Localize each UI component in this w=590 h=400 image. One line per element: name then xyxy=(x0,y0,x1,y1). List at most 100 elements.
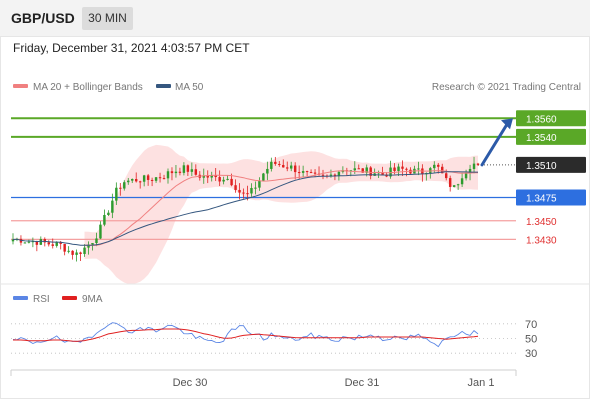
candle-body xyxy=(226,178,229,180)
candle-body xyxy=(381,172,384,175)
candle-body xyxy=(289,165,293,169)
legend-swatch-rsi-ma xyxy=(62,296,77,300)
candle-body xyxy=(444,173,448,179)
rsi-ma-line xyxy=(13,328,479,342)
legend-swatch-ma50 xyxy=(156,84,171,88)
candle-body xyxy=(119,187,122,189)
candle-body xyxy=(270,161,273,169)
candle-body xyxy=(218,177,221,182)
candle-body xyxy=(134,179,138,182)
level-label-resistance-0: 1.3560 xyxy=(526,114,557,125)
level-labels: 1.3560 1.3540 1.3510 1.3475 1.3450 1.3430 xyxy=(516,110,586,246)
candle-body xyxy=(278,163,281,165)
candle-body xyxy=(123,182,126,189)
source-credit: Research © 2021 Trading Central xyxy=(432,82,581,93)
level-label-box-0 xyxy=(516,110,586,127)
x-tick-label-dec31: Dec 31 xyxy=(345,377,380,389)
timeframe-badge[interactable]: 30 MIN xyxy=(82,7,133,30)
candle-body xyxy=(111,200,114,213)
candle-body xyxy=(87,244,90,248)
candle-body xyxy=(441,166,444,174)
candle-body xyxy=(313,172,317,174)
candle-body xyxy=(301,171,305,173)
ma20-line xyxy=(84,170,478,246)
candle-body xyxy=(242,192,245,194)
candle-body xyxy=(79,252,82,254)
candle-body xyxy=(254,187,257,189)
candle-body xyxy=(238,189,241,193)
candle-body xyxy=(230,178,233,186)
candle-body xyxy=(146,175,150,180)
candle-body xyxy=(250,187,253,194)
x-tick-label-jan1: Jan 1 xyxy=(468,377,495,389)
candle-body xyxy=(174,171,178,174)
level-lines xyxy=(11,117,516,240)
candle-body xyxy=(369,167,372,176)
candle-body xyxy=(222,179,225,182)
candle-body xyxy=(210,175,213,178)
rsi-tick-label-50: 50 xyxy=(525,334,537,346)
level-label-pivot-3: 1.3475 xyxy=(526,193,557,204)
candle-body xyxy=(456,184,460,186)
level-label-box-3 xyxy=(516,189,586,206)
candle-body xyxy=(297,172,301,174)
candle-body xyxy=(337,171,341,177)
candle-body xyxy=(31,241,35,243)
candle-body xyxy=(166,171,170,179)
candle-body xyxy=(150,179,154,181)
candle-body xyxy=(138,181,142,183)
x-tick-label-dec30: Dec 30 xyxy=(173,377,208,389)
candle-body xyxy=(365,167,368,173)
level-label-support-5: 1.3430 xyxy=(526,235,557,246)
bollinger-band-area xyxy=(84,144,478,284)
last-price-label-box xyxy=(516,156,586,173)
legend-ma20-label: MA 20 + Bollinger Bands xyxy=(33,82,143,93)
forecast-arrow-head xyxy=(501,118,513,130)
bollinger-bands xyxy=(84,144,478,284)
candle-body xyxy=(234,185,237,190)
candle-body xyxy=(99,224,102,239)
rsi-tick-label-70: 70 xyxy=(525,319,537,331)
level-label-support-4: 1.3450 xyxy=(526,217,557,228)
candle-body xyxy=(127,180,130,183)
candle-body xyxy=(214,175,217,178)
candle-body xyxy=(43,239,47,243)
candle-body xyxy=(452,185,456,187)
candle-body xyxy=(472,163,476,169)
candle-body xyxy=(95,238,98,244)
candle-body xyxy=(246,193,249,195)
instrument-symbol: GBP/USD xyxy=(11,10,75,26)
candle-body xyxy=(333,174,337,177)
candle-body xyxy=(464,173,468,179)
candle-body xyxy=(460,178,464,185)
forecast-arrow-shaft xyxy=(480,122,509,167)
candle-body xyxy=(329,174,333,176)
candle-body xyxy=(162,178,166,180)
candle-body xyxy=(63,243,66,252)
candle-body xyxy=(59,242,62,244)
candle-body xyxy=(178,171,182,173)
legend-swatch-rsi xyxy=(13,296,28,300)
candle-body xyxy=(389,167,392,177)
candle-body xyxy=(103,214,106,225)
candle-body xyxy=(83,247,86,254)
last-price-label: 1.3510 xyxy=(526,161,557,172)
candle-body xyxy=(107,212,110,215)
candle-body xyxy=(75,252,78,255)
candle-body xyxy=(55,242,58,246)
legend-rsi-label: RSI xyxy=(33,294,50,305)
moving-averages xyxy=(12,118,513,246)
legend-rsi-ma-label: 9MA xyxy=(82,294,103,305)
candle-body xyxy=(266,168,269,174)
rsi-tick-label-30: 30 xyxy=(525,348,537,360)
candle-body xyxy=(27,241,31,243)
candle-body xyxy=(262,173,265,181)
candle-body xyxy=(194,169,198,175)
candle-body xyxy=(202,175,205,178)
candle-body xyxy=(476,163,480,165)
candle-body xyxy=(67,250,70,252)
candle-body xyxy=(417,168,420,170)
legend-ma50-label: MA 50 xyxy=(175,82,204,93)
candle-body xyxy=(393,167,396,171)
